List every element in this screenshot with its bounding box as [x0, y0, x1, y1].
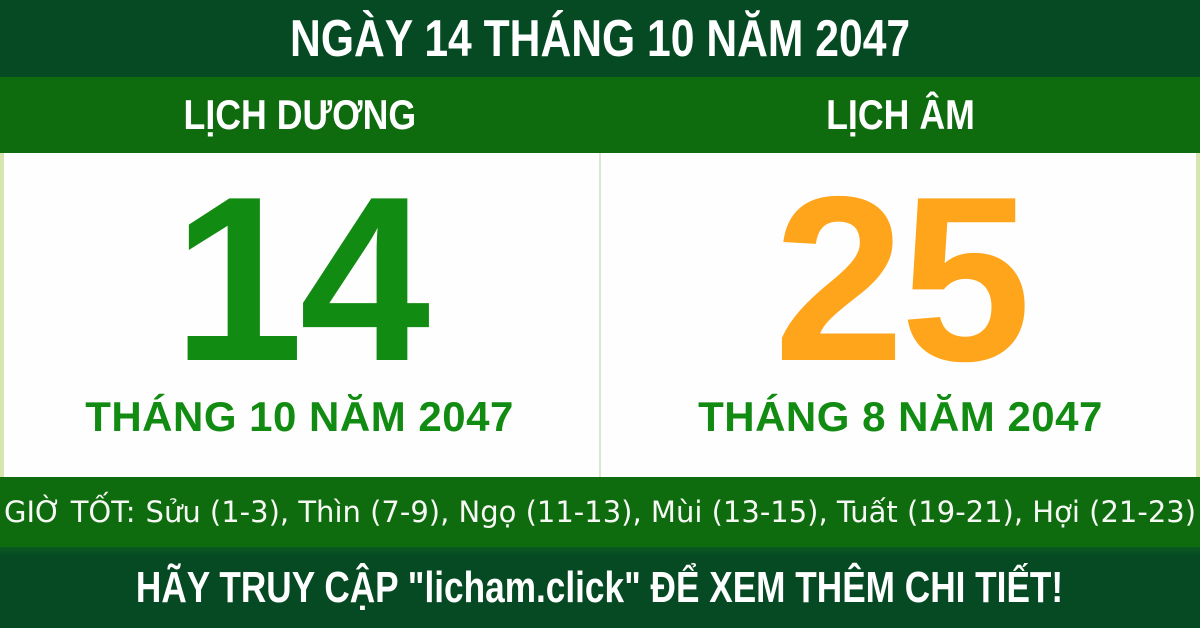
footer-band: HÃY TRUY CẬP "licham.click" ĐỂ XEM THÊM …	[0, 547, 1200, 628]
good-hours-band: GIỜ TỐT: Sửu (1-3), Thìn (7-9), Ngọ (11-1…	[0, 477, 1200, 547]
solar-calendar-panel: 14 THÁNG 10 NĂM 2047	[0, 153, 599, 477]
left-edge-border	[0, 153, 4, 477]
lunar-month-year: THÁNG 8 NĂM 2047	[698, 393, 1103, 440]
solar-label-cell: LỊCH DƯƠNG	[0, 77, 600, 153]
lunar-label-cell: LỊCH ÂM	[600, 77, 1200, 153]
solar-calendar-label: LỊCH DƯƠNG	[183, 91, 417, 138]
good-hours-text: GIỜ TỐT: Sửu (1-3), Thìn (7-9), Ngọ (11-1…	[4, 495, 1196, 529]
page-title: NGÀY 14 THÁNG 10 NĂM 2047	[289, 9, 911, 68]
column-divider	[599, 153, 601, 477]
good-hours-list: Sửu (1-3), Thìn (7-9), Ngọ (11-13), Mùi …	[145, 495, 1197, 529]
solar-day-number: 14	[172, 147, 430, 410]
right-edge-border	[1196, 153, 1200, 477]
solar-month-year: THÁNG 10 NĂM 2047	[85, 393, 514, 440]
footer-message: HÃY TRUY CẬP "licham.click" ĐỂ XEM THÊM …	[136, 562, 1064, 612]
calendar-area: 14 THÁNG 10 NĂM 2047 25 THÁNG 8 NĂM 2047	[0, 153, 1200, 477]
column-labels-band: LỊCH DƯƠNG LỊCH ÂM	[0, 77, 1200, 153]
good-hours-label: GIỜ TỐT:	[3, 495, 136, 529]
lunar-calendar-label: LỊCH ÂM	[825, 91, 975, 138]
lunar-calendar-panel: 25 THÁNG 8 NĂM 2047	[601, 153, 1200, 477]
lunar-day-number: 25	[773, 147, 1031, 410]
header-band: NGÀY 14 THÁNG 10 NĂM 2047	[0, 0, 1200, 77]
